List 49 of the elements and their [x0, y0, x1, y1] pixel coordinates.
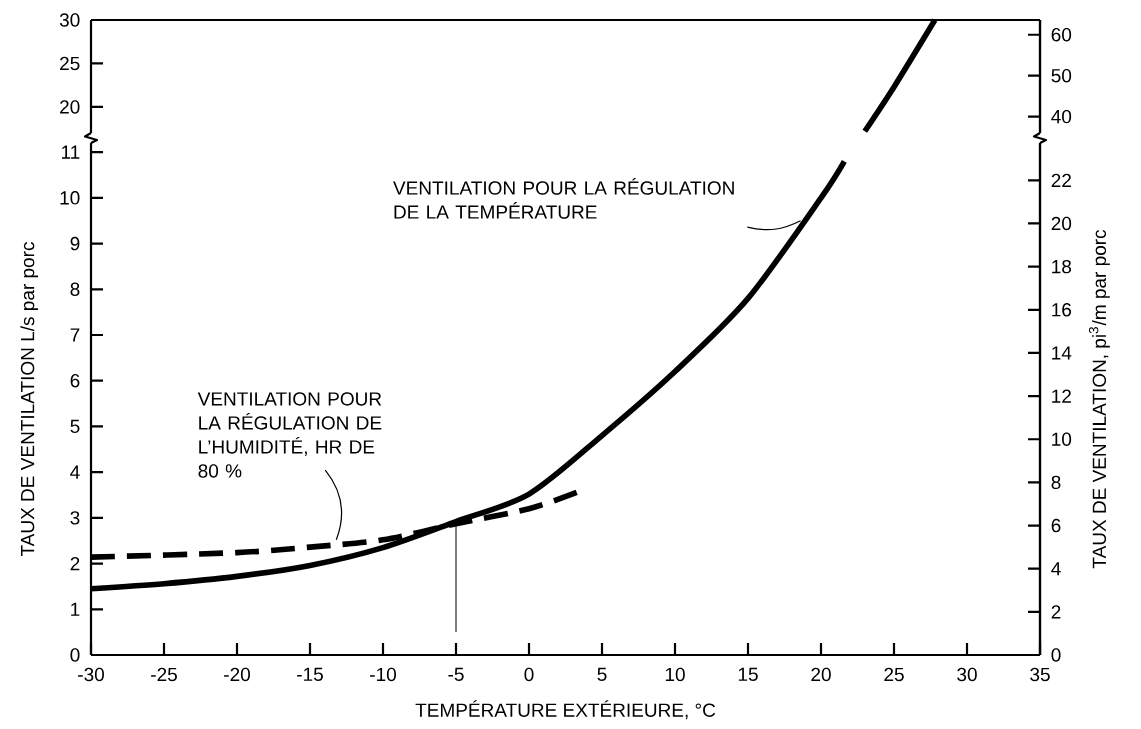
y2-tick-label: 50: [1051, 68, 1072, 83]
y-tick-label: 8: [70, 282, 80, 297]
y2-tick-label: 16: [1052, 303, 1072, 317]
y-tick-label: 1: [71, 602, 80, 616]
y2-tick-label: 10: [1052, 432, 1072, 446]
y2-tick-label: 40: [1051, 109, 1072, 124]
x-tick-label: 15: [738, 667, 758, 681]
x-tick-label: 25: [884, 667, 904, 682]
y2-tick-label: 4: [1051, 562, 1061, 576]
x-tick-label: -30: [78, 667, 104, 682]
x-tick-label: -10: [370, 667, 396, 682]
y-tick-label: 11: [61, 145, 80, 159]
y-axis-title: TAUX DE VENTILATION L/s par porc: [20, 242, 39, 557]
y-tick-label: 6: [70, 373, 80, 388]
y2-tick-label: 12: [1052, 389, 1071, 403]
y2-tick-label: 18: [1052, 259, 1072, 274]
annotation: VENTILATION POUR LA RÉGULATION DE LA TEMPÉRATURE: [393, 178, 734, 219]
x-tick-label: -5: [448, 667, 464, 681]
y-tick-label: 4: [70, 465, 80, 479]
y-tick-label: 3: [70, 511, 80, 525]
y-tick-label: 9: [70, 236, 80, 251]
x-tick-label: 5: [597, 667, 607, 681]
y2-axis-title: TAUX DE VENTILATION, pi$^{3}$/m par porc: [1088, 229, 1110, 569]
x-axis-title: TEMPÉRATURE EXTÉRIEURE, °C: [415, 700, 716, 720]
x-tick-label: 30: [957, 667, 977, 682]
y-tick-label: 0: [70, 648, 80, 662]
y-tick-label: 10: [60, 191, 80, 205]
y2-tick-label: 2: [1051, 605, 1061, 619]
y2-tick-label: 6: [1051, 518, 1061, 533]
y2-tick-label: 20: [1051, 216, 1072, 231]
x-tick-label: 10: [665, 667, 685, 682]
y-tick-label: 2: [70, 556, 80, 571]
y2-tick-label: 0: [1051, 648, 1061, 662]
y2-tick-label: 22: [1051, 173, 1071, 187]
x-tick-label: 35: [1030, 667, 1050, 682]
y2-tick-label: 60: [1051, 28, 1072, 42]
annotation: VENTILATION POUR LA RÉGULATION DE L’HUMIDITÉ, HR DE 80 %: [197, 392, 382, 478]
y-tick-label: 20: [60, 100, 80, 114]
y-tick-label: 7: [70, 328, 80, 342]
y-tick-label: 25: [60, 56, 80, 71]
x-tick-label: -15: [297, 667, 323, 681]
y-tick-label: 30: [59, 13, 80, 27]
x-tick-label: -25: [151, 667, 177, 682]
x-tick-label: 0: [524, 667, 534, 682]
x-tick-label: -20: [224, 667, 250, 682]
y2-tick-label: 14: [1052, 346, 1072, 360]
y2-tick-label: 8: [1051, 475, 1061, 490]
x-tick-label: 20: [811, 667, 831, 682]
y-tick-label: 5: [70, 419, 80, 434]
